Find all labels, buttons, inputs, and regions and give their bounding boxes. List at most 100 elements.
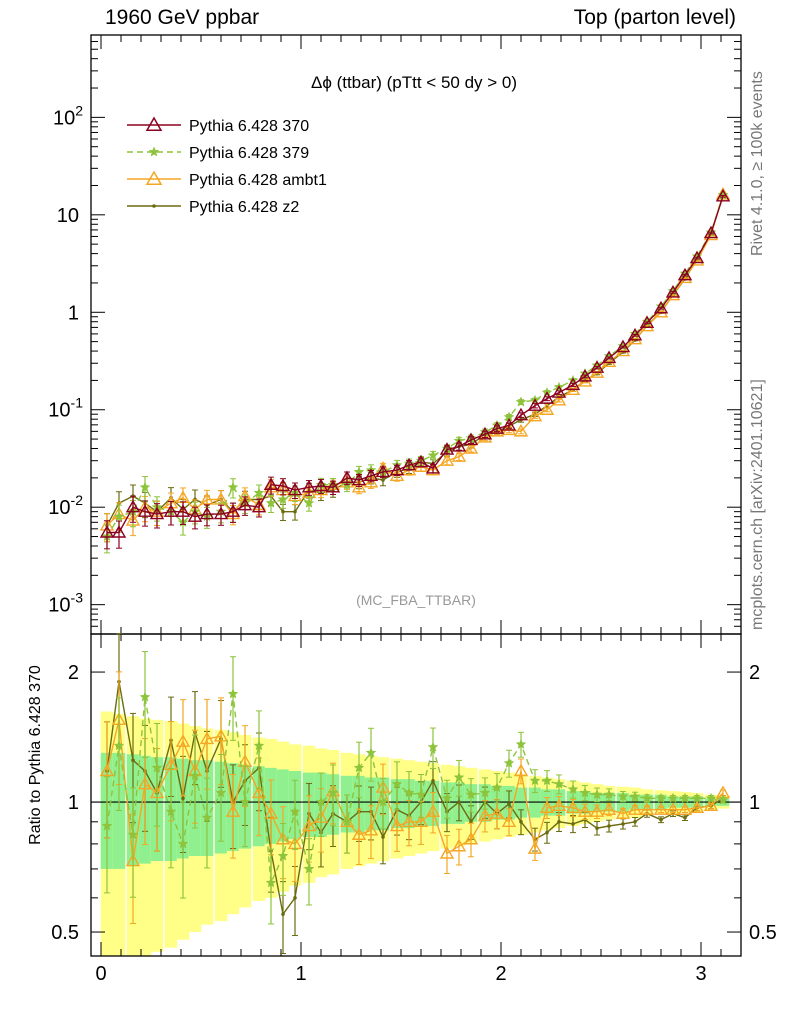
ratio-y-ticks — [91, 671, 741, 933]
series-line — [107, 196, 724, 534]
marker — [187, 509, 203, 522]
x-tick-label: 3 — [695, 963, 706, 985]
marker — [415, 789, 427, 800]
marker — [677, 267, 693, 281]
marker — [381, 478, 385, 482]
marker — [351, 827, 367, 840]
marker — [315, 796, 327, 807]
marker — [589, 804, 605, 817]
marker — [501, 418, 517, 431]
y-tick-label: 102 — [53, 102, 83, 129]
marker — [439, 442, 455, 455]
marker — [691, 792, 703, 803]
marker — [265, 877, 277, 888]
marker — [491, 781, 503, 793]
y-tick-label: 10-3 — [48, 590, 83, 617]
marker — [301, 479, 317, 493]
legend-label: Pythia 6.428 370 — [189, 118, 309, 135]
marker — [451, 449, 467, 462]
marker — [601, 802, 617, 815]
marker — [265, 497, 277, 508]
marker — [427, 449, 439, 460]
marker — [227, 481, 239, 492]
marker — [113, 510, 125, 522]
marker — [137, 504, 153, 517]
header-right: Top (parton level) — [573, 6, 736, 29]
marker — [627, 802, 643, 815]
series-line — [106, 195, 724, 526]
marker — [515, 738, 527, 749]
series-line — [106, 194, 724, 526]
marker — [479, 787, 491, 798]
ratio-y-tick-label: 2 — [68, 662, 79, 684]
marker — [401, 457, 417, 471]
marker — [553, 778, 565, 789]
marker — [281, 509, 285, 514]
marker — [641, 792, 653, 803]
marker — [551, 392, 567, 406]
marker — [439, 453, 455, 466]
marker — [577, 804, 593, 817]
marker — [199, 731, 215, 745]
marker — [111, 525, 127, 538]
legend-label: Pythia 6.428 379 — [189, 145, 309, 162]
marker — [215, 787, 227, 798]
marker — [565, 377, 581, 391]
marker — [275, 478, 291, 492]
marker — [253, 487, 265, 498]
marker — [151, 762, 163, 773]
marker — [689, 800, 705, 813]
marker — [301, 818, 317, 832]
marker — [213, 728, 229, 742]
marker — [527, 408, 543, 422]
marker — [351, 472, 367, 486]
marker — [227, 688, 239, 699]
y-tick-label: 10-1 — [48, 395, 83, 422]
marker — [99, 525, 115, 538]
watermark: (MC_FBA_TTBAR) — [356, 592, 476, 608]
marker — [567, 783, 579, 794]
marker — [627, 327, 643, 341]
ratio-y-label: Ratio to Pythia 6.428 370 — [27, 665, 44, 845]
marker — [595, 826, 599, 830]
marker — [281, 912, 285, 916]
marker — [545, 830, 549, 835]
ratio-y-tick-label-right: 2 — [749, 662, 760, 684]
marker — [513, 763, 529, 777]
marker — [427, 741, 439, 752]
marker — [527, 841, 543, 854]
marker — [539, 391, 555, 404]
marker — [665, 802, 681, 815]
marker — [615, 806, 631, 819]
y-tick-label: 1 — [68, 302, 79, 324]
marker — [277, 493, 289, 505]
marker — [577, 368, 593, 382]
marker — [353, 762, 365, 773]
marker — [677, 802, 693, 815]
marker — [391, 778, 403, 789]
marker — [152, 204, 156, 208]
marker — [689, 250, 705, 264]
series-line — [106, 681, 724, 916]
marker — [339, 470, 355, 484]
marker — [489, 421, 505, 434]
marker — [253, 740, 265, 751]
marker — [617, 790, 629, 802]
marker — [225, 804, 241, 817]
marker — [579, 787, 591, 798]
marker — [181, 796, 185, 801]
marker — [363, 822, 379, 836]
marker — [148, 146, 160, 157]
marker — [325, 479, 341, 493]
marker — [175, 734, 191, 747]
ratio-y-tick-label: 0.5 — [51, 922, 79, 944]
marker — [251, 785, 267, 799]
marker — [313, 478, 329, 492]
ratio-y-tick-label-right: 0.5 — [749, 922, 777, 944]
marker — [237, 497, 253, 511]
marker — [303, 497, 315, 508]
marker — [639, 802, 655, 815]
marker — [137, 776, 153, 790]
marker — [139, 691, 151, 702]
